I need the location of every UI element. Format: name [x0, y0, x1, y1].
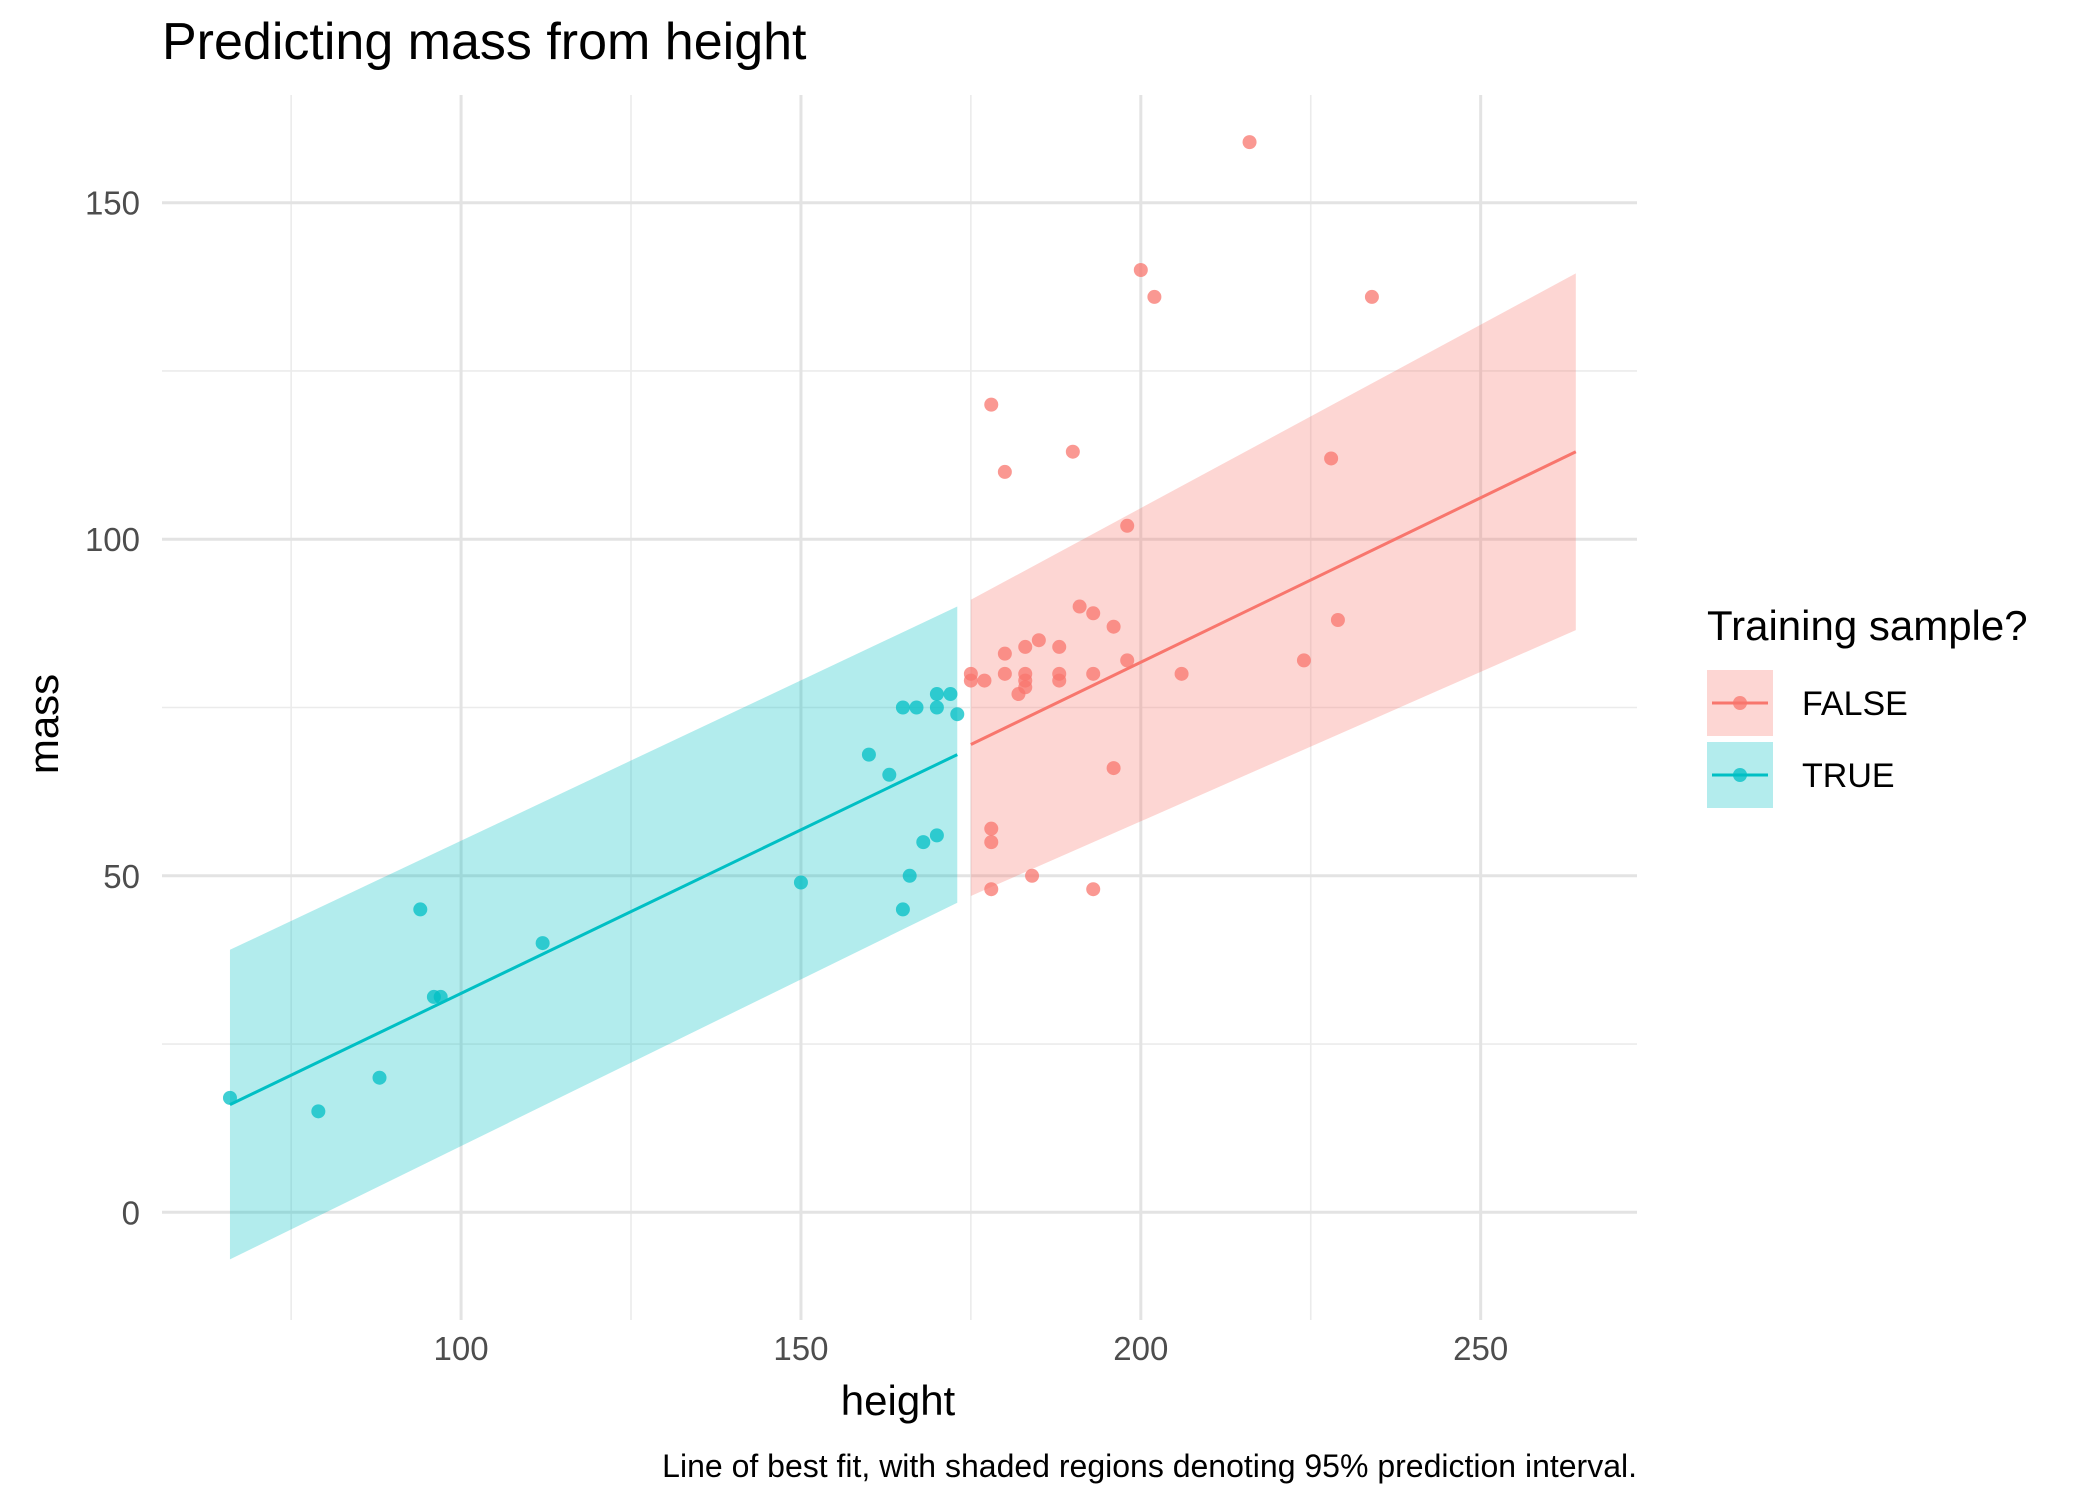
y-tick-label: 100	[85, 521, 140, 558]
legend-point-false	[1733, 696, 1747, 710]
legend-label-true: TRUE	[1802, 757, 1895, 795]
point-false	[1052, 639, 1067, 654]
point-false	[1120, 518, 1135, 533]
y-tick-label: 0	[122, 1194, 140, 1231]
point-true	[535, 936, 550, 951]
point-true	[793, 875, 808, 890]
y-tick-label: 50	[103, 858, 140, 895]
x-tick-label: 100	[434, 1330, 489, 1367]
point-true	[222, 1090, 237, 1105]
point-false	[1086, 882, 1101, 897]
point-false	[1120, 653, 1135, 668]
point-false	[984, 882, 999, 897]
x-axis-title: height	[841, 1377, 956, 1424]
prediction-band-false	[970, 273, 1576, 896]
legend: Training sample? FALSE TRUE	[1707, 602, 2028, 808]
point-true	[861, 747, 876, 762]
caption: Line of best fit, with shaded regions de…	[662, 1448, 1637, 1484]
point-false	[984, 835, 999, 850]
point-false	[1330, 613, 1345, 627]
point-false	[977, 673, 992, 688]
point-false	[1133, 263, 1148, 277]
point-false	[997, 666, 1012, 681]
point-false	[1147, 289, 1162, 304]
prediction-bands	[229, 273, 1576, 1260]
point-true	[943, 687, 958, 702]
point-false	[1086, 606, 1101, 621]
point-false	[1106, 761, 1121, 776]
point-true	[895, 700, 910, 715]
point-true	[433, 989, 448, 1004]
point-false	[984, 821, 999, 836]
fit-line-false	[970, 450, 1577, 746]
point-false	[1324, 451, 1339, 466]
fit-line-true	[229, 753, 958, 1106]
point-false	[1031, 633, 1046, 648]
x-tick-label: 250	[1453, 1330, 1508, 1367]
point-true	[929, 700, 944, 715]
x-tick-label: 200	[1113, 1330, 1168, 1367]
point-true	[916, 835, 931, 850]
point-false	[1086, 666, 1101, 681]
point-false	[984, 397, 999, 412]
point-false	[997, 646, 1012, 661]
data-points	[222, 135, 1379, 1119]
point-false	[1296, 653, 1311, 668]
point-true	[372, 1070, 387, 1085]
point-false	[1174, 666, 1189, 681]
tick-labels: 100 150 200 250 0 50 100 150	[85, 185, 1508, 1367]
point-false	[1018, 639, 1033, 654]
y-tick-label: 150	[85, 185, 140, 222]
point-false	[1025, 868, 1040, 883]
point-true	[895, 902, 910, 917]
point-true	[909, 700, 924, 715]
point-false	[997, 464, 1012, 479]
point-false	[1011, 687, 1026, 702]
point-true	[413, 902, 428, 917]
point-false	[1242, 135, 1257, 150]
point-false	[1072, 599, 1087, 614]
point-false	[1364, 289, 1379, 304]
legend-point-true	[1733, 768, 1747, 782]
point-true	[929, 828, 944, 843]
x-tick-label: 150	[773, 1330, 828, 1367]
chart-title: Predicting mass from height	[162, 13, 807, 71]
point-false	[1065, 444, 1080, 459]
point-true	[929, 687, 944, 702]
legend-item-true: TRUE	[1707, 742, 1895, 808]
point-false	[1052, 673, 1067, 688]
point-false	[1106, 619, 1121, 634]
point-true	[311, 1104, 326, 1119]
point-true	[902, 868, 917, 883]
prediction-band-true	[229, 606, 958, 1260]
point-false	[963, 673, 978, 688]
legend-title: Training sample?	[1707, 602, 2028, 649]
legend-item-false: FALSE	[1707, 670, 1908, 736]
y-axis-title: mass	[20, 674, 67, 774]
point-true	[950, 707, 965, 722]
point-true	[882, 767, 897, 782]
legend-label-false: FALSE	[1802, 685, 1908, 723]
fit-lines	[229, 450, 1577, 1106]
